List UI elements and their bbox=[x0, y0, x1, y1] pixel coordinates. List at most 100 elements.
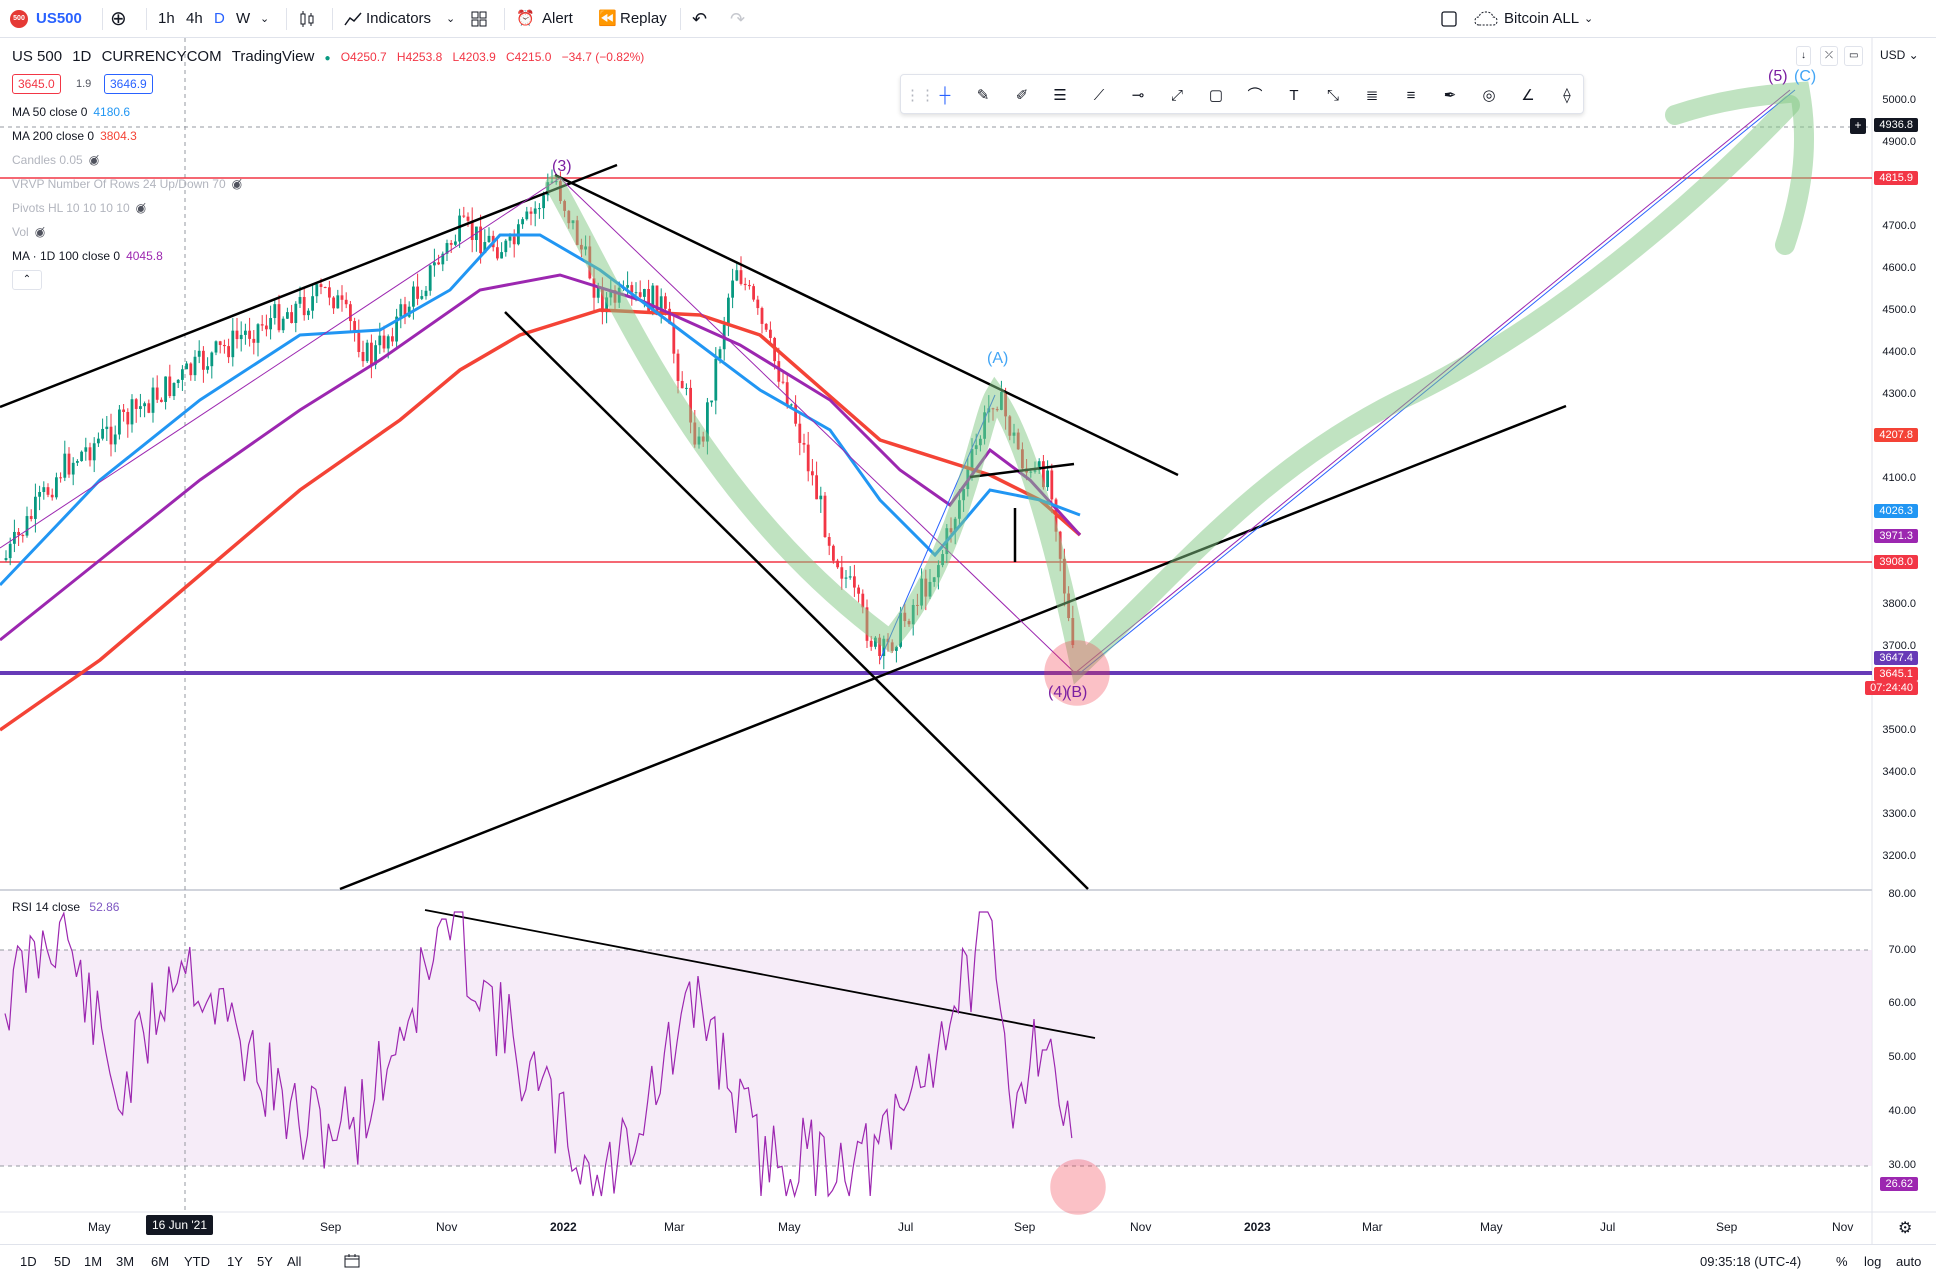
range-button[interactable]: 1Y bbox=[227, 1254, 243, 1269]
divider bbox=[102, 8, 103, 30]
text-icon[interactable]: T bbox=[1289, 87, 1299, 104]
date-range-calendar-icon[interactable] bbox=[344, 1254, 360, 1271]
redo-icon[interactable]: ↷ bbox=[730, 9, 746, 29]
currency-label: USD bbox=[1880, 48, 1906, 62]
currency-selector[interactable]: USD ⌄ bbox=[1880, 48, 1919, 62]
undo-icon[interactable]: ↶ bbox=[692, 9, 708, 29]
auto-scale-toggle[interactable]: auto bbox=[1896, 1254, 1922, 1269]
brush-icon[interactable]: ✎ bbox=[976, 87, 990, 104]
candle-body bbox=[181, 369, 184, 380]
replay-button[interactable]: Replay bbox=[620, 10, 667, 27]
trend-line-icon[interactable]: ⟋ bbox=[1093, 87, 1105, 104]
add-alert-plus-icon[interactable]: + bbox=[1850, 118, 1866, 134]
gann-fan-icon[interactable]: ∠ bbox=[1521, 87, 1535, 104]
percent-scale-toggle[interactable]: % bbox=[1836, 1254, 1848, 1269]
ma200-price-label: 4207.8 bbox=[1874, 428, 1918, 442]
candle-body bbox=[827, 537, 831, 546]
candle-body bbox=[286, 312, 289, 319]
alert-clock-icon[interactable]: ⏰ bbox=[516, 10, 535, 27]
indicators-chevron-down-icon[interactable]: ⌄ bbox=[446, 13, 456, 25]
path-icon[interactable]: ⌒ bbox=[1247, 87, 1263, 104]
layout-chevron-down-icon[interactable]: ⌄ bbox=[1584, 13, 1594, 25]
hidden-eye-icon[interactable]: ◉̸ bbox=[88, 153, 100, 167]
layout-name-button[interactable]: Bitcoin ALL bbox=[1504, 10, 1580, 27]
candle-body bbox=[281, 318, 285, 331]
candle-body bbox=[874, 637, 877, 647]
pen-icon[interactable]: ✒ bbox=[1443, 87, 1457, 104]
buy-price-button[interactable]: 3646.9 bbox=[104, 74, 153, 94]
indicator-legend-row[interactable]: VRVP Number Of Rows 24 Up/Down 70 ◉̸ bbox=[12, 177, 242, 191]
thin-fan-line bbox=[0, 177, 561, 549]
range-button[interactable]: 5D bbox=[54, 1254, 71, 1269]
legend-symbol: US 500 bbox=[12, 48, 63, 65]
fib-retracement-icon[interactable]: ≣ bbox=[1365, 87, 1379, 104]
range-button[interactable]: 3M bbox=[116, 1254, 135, 1269]
candle-body bbox=[651, 285, 655, 312]
hidden-eye-icon[interactable]: ◉̸ bbox=[231, 177, 243, 191]
interval-d[interactable]: D bbox=[214, 10, 225, 27]
maximize-pane-icon[interactable]: ▭ bbox=[1844, 46, 1864, 66]
horizontal-lines-icon[interactable]: ☰ bbox=[1053, 87, 1067, 104]
rectangle-icon[interactable]: ▢ bbox=[1208, 87, 1224, 104]
collapse-pane-icon[interactable]: ⤫ bbox=[1820, 46, 1838, 66]
highlighter-icon[interactable]: ✐ bbox=[1015, 87, 1029, 104]
fib-channel-icon[interactable]: ≡ bbox=[1406, 87, 1416, 104]
legend-open: O4250.7 bbox=[340, 50, 387, 64]
crosshair-icon[interactable]: ┼ bbox=[939, 87, 951, 104]
cloud-save-icon[interactable] bbox=[1474, 6, 1498, 32]
wave-c-label: (C) bbox=[1794, 68, 1817, 85]
alert-button[interactable]: Alert bbox=[542, 10, 573, 27]
main-chart[interactable] bbox=[0, 38, 1936, 1276]
indicator-legend-row[interactable]: Pivots HL 10 10 10 10 ◉̸ bbox=[12, 201, 146, 215]
templates-grid-icon[interactable] bbox=[470, 6, 488, 32]
clock-timezone-button[interactable]: 09:35:18 (UTC-4) bbox=[1700, 1254, 1802, 1269]
settings-gear-icon[interactable]: ⚙ bbox=[1898, 1220, 1913, 1237]
sell-price-button[interactable]: 3645.0 bbox=[12, 74, 61, 94]
candle-body bbox=[361, 352, 365, 362]
range-button[interactable]: 1D bbox=[20, 1254, 37, 1269]
range-button[interactable]: All bbox=[287, 1254, 302, 1269]
interval-4h[interactable]: 4h bbox=[186, 10, 203, 27]
candle-body bbox=[458, 215, 461, 242]
rsi-tick-label: 60.00 bbox=[1888, 997, 1916, 1009]
interval-chevron-down-icon[interactable]: ⌄ bbox=[260, 13, 270, 25]
candle-body bbox=[101, 428, 104, 439]
indicator-legend-row[interactable]: Candles 0.05 ◉̸ bbox=[12, 153, 99, 167]
indicator-legend-row[interactable]: MA 200 close 0 3804.3 bbox=[12, 129, 137, 143]
candle-body bbox=[143, 403, 146, 407]
interval-w[interactable]: W bbox=[236, 10, 251, 27]
candle-body bbox=[1046, 470, 1049, 488]
horizontal-ray-icon[interactable]: ⊸ bbox=[1131, 87, 1145, 104]
compare-plus-icon[interactable]: ⊕ bbox=[110, 8, 127, 30]
hidden-eye-icon[interactable]: ◉̸ bbox=[135, 201, 147, 215]
projection-icon[interactable]: ⟠ bbox=[1563, 87, 1571, 104]
arrow-down-icon[interactable]: ↓ bbox=[1796, 46, 1811, 66]
candle-body bbox=[370, 342, 373, 365]
drag-handle-icon[interactable]: ⋮⋮ bbox=[905, 87, 935, 104]
range-button[interactable]: YTD bbox=[184, 1254, 210, 1269]
log-scale-toggle[interactable]: log bbox=[1864, 1254, 1882, 1269]
rsi-current-label: 26.62 bbox=[1880, 1177, 1918, 1191]
range-button[interactable]: 5Y bbox=[257, 1254, 273, 1269]
candle-body bbox=[256, 324, 260, 343]
candle-body bbox=[248, 330, 251, 339]
indicator-legend-row[interactable]: MA 50 close 0 4180.6 bbox=[12, 105, 130, 119]
replay-rewind-icon[interactable]: ⏪ bbox=[598, 10, 617, 27]
ellipse-icon[interactable]: ◎ bbox=[1482, 87, 1496, 104]
collapse-legend-chevron-up-icon[interactable]: ⌃ bbox=[12, 270, 42, 290]
pattern-icon[interactable]: ⤡ bbox=[1326, 87, 1339, 104]
hidden-eye-icon[interactable]: ◉̸ bbox=[34, 225, 46, 239]
extended-line-icon[interactable]: ⤢ bbox=[1170, 87, 1183, 104]
indicator-legend-row[interactable]: MA · 1D 100 close 0 4045.8 bbox=[12, 249, 163, 263]
indicator-legend-row[interactable]: Vol ◉̸ bbox=[12, 225, 45, 239]
candles-style-icon[interactable] bbox=[298, 6, 316, 32]
interval-1h[interactable]: 1h bbox=[158, 10, 175, 27]
candle-body bbox=[437, 262, 440, 265]
symbol-search-button[interactable]: US500 bbox=[36, 10, 82, 27]
fullscreen-square-icon[interactable] bbox=[1440, 6, 1458, 32]
candle-body bbox=[869, 640, 873, 647]
range-button[interactable]: 6M bbox=[151, 1254, 170, 1269]
indicators-button[interactable]: Indicators bbox=[366, 10, 432, 27]
indicators-chart-icon[interactable] bbox=[344, 6, 362, 32]
range-button[interactable]: 1M bbox=[84, 1254, 103, 1269]
